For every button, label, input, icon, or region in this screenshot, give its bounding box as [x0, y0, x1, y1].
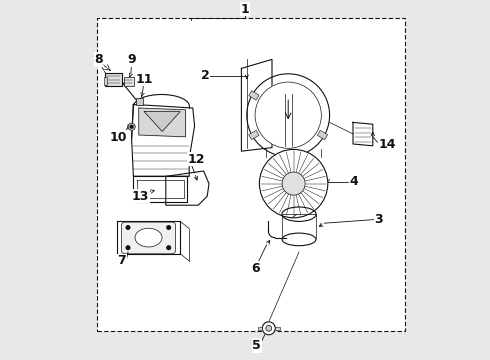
Circle shape [167, 226, 171, 229]
Polygon shape [117, 221, 180, 254]
Text: 1: 1 [241, 3, 249, 15]
Circle shape [126, 246, 130, 249]
Circle shape [247, 74, 330, 157]
Text: 4: 4 [349, 175, 358, 188]
Text: 10: 10 [110, 131, 127, 144]
Bar [282, 214, 316, 239]
Polygon shape [166, 171, 209, 205]
Circle shape [262, 322, 275, 335]
Bar [123, 77, 134, 86]
Text: 9: 9 [127, 53, 136, 66]
Text: 6: 6 [251, 262, 260, 275]
FancyBboxPatch shape [105, 73, 122, 86]
FancyBboxPatch shape [122, 222, 175, 254]
Ellipse shape [282, 233, 316, 246]
Circle shape [259, 149, 328, 218]
Polygon shape [139, 108, 186, 137]
Text: 12: 12 [187, 153, 205, 166]
Text: 13: 13 [132, 190, 149, 203]
Ellipse shape [282, 207, 316, 221]
Circle shape [130, 125, 133, 128]
Bar [103, 77, 107, 85]
Circle shape [167, 246, 171, 249]
Bar [275, 327, 280, 330]
Text: 8: 8 [94, 53, 103, 66]
Bar [258, 327, 262, 330]
Bar [318, 130, 328, 140]
Bar [249, 130, 259, 140]
Polygon shape [144, 112, 180, 131]
Circle shape [255, 82, 321, 148]
Polygon shape [242, 59, 272, 151]
Circle shape [266, 325, 271, 331]
Text: 7: 7 [117, 255, 126, 267]
Ellipse shape [135, 228, 162, 247]
Polygon shape [133, 176, 187, 202]
Polygon shape [132, 104, 195, 176]
Text: 5: 5 [252, 339, 261, 352]
Circle shape [282, 172, 305, 195]
Polygon shape [353, 122, 373, 146]
Text: 14: 14 [378, 138, 396, 150]
Text: 11: 11 [135, 73, 153, 86]
Text: 2: 2 [201, 69, 210, 82]
Circle shape [126, 226, 130, 229]
Bar [249, 91, 259, 100]
Circle shape [128, 123, 135, 130]
Bar [98, 18, 405, 331]
Text: 3: 3 [374, 213, 383, 226]
